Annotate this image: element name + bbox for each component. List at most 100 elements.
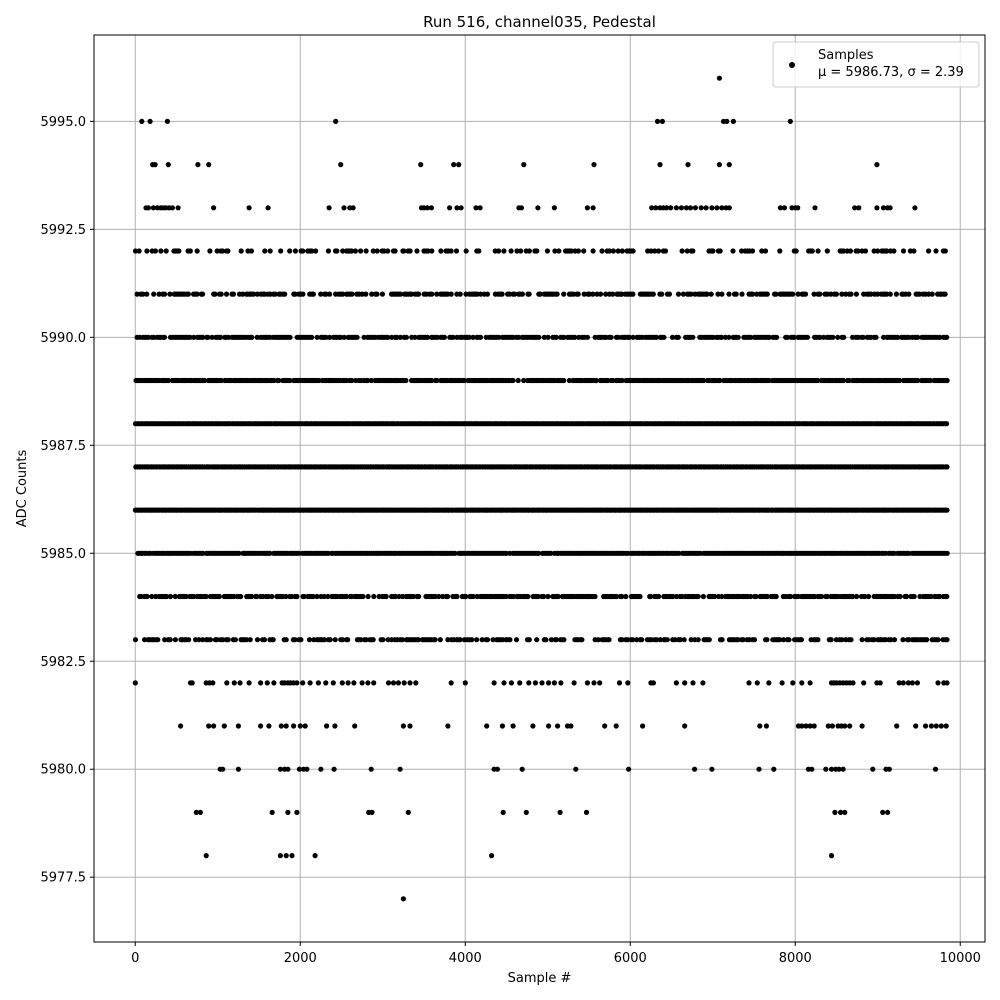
data-point	[870, 766, 876, 772]
data-point	[606, 248, 613, 254]
data-point	[709, 766, 715, 772]
data-point	[341, 334, 347, 340]
data-point	[401, 680, 407, 686]
data-point	[379, 291, 385, 297]
data-point	[579, 637, 585, 643]
data-point	[249, 593, 255, 600]
data-point	[545, 593, 551, 600]
data-point	[200, 550, 206, 556]
data-point	[352, 723, 358, 729]
data-point	[415, 637, 421, 643]
data-point	[428, 377, 435, 384]
data-point	[463, 248, 469, 254]
data-point	[777, 637, 783, 643]
data-point	[272, 291, 278, 297]
data-point	[351, 680, 357, 686]
data-point	[383, 593, 389, 600]
data-point	[779, 680, 785, 686]
data-point	[599, 248, 605, 254]
data-point	[703, 205, 709, 211]
data-point	[688, 291, 694, 297]
data-point	[774, 334, 780, 340]
data-point	[847, 248, 854, 254]
data-point	[220, 766, 226, 772]
data-point	[788, 593, 794, 600]
data-point	[912, 205, 918, 211]
data-point	[238, 248, 244, 254]
data-point	[839, 637, 845, 643]
data-point	[791, 334, 797, 340]
data-point	[454, 205, 460, 211]
data-point	[499, 723, 505, 729]
data-point	[454, 593, 460, 600]
data-point	[463, 593, 469, 600]
plot-frame	[93, 34, 986, 943]
x-tick-label: 6000	[614, 951, 647, 966]
data-point	[477, 334, 484, 340]
data-point	[735, 637, 741, 643]
data-point	[848, 291, 854, 297]
data-point	[300, 680, 306, 686]
data-point	[619, 291, 625, 297]
data-point	[708, 291, 714, 297]
data-point	[748, 593, 754, 600]
data-point	[206, 723, 212, 729]
data-point	[432, 637, 438, 643]
data-point	[817, 334, 823, 340]
data-point	[230, 291, 237, 297]
data-point	[368, 766, 374, 772]
data-point	[773, 291, 779, 297]
data-point	[875, 248, 881, 254]
data-point	[571, 680, 577, 686]
data-point	[710, 248, 716, 254]
data-point	[365, 680, 371, 686]
data-point	[473, 205, 479, 211]
data-point	[407, 680, 413, 686]
data-point	[205, 334, 211, 340]
data-point	[461, 377, 467, 384]
data-point	[451, 162, 457, 168]
data-point	[219, 248, 226, 254]
data-point	[561, 377, 567, 384]
data-point	[829, 723, 836, 729]
data-point	[399, 637, 405, 643]
data-point	[535, 550, 542, 556]
data-point	[368, 377, 374, 384]
data-point	[877, 680, 883, 686]
data-point	[648, 593, 654, 600]
data-point	[630, 248, 636, 254]
data-point	[164, 118, 170, 124]
data-point	[653, 334, 660, 340]
data-point	[350, 205, 356, 211]
data-point	[584, 205, 591, 211]
data-point	[314, 593, 320, 600]
data-point	[330, 680, 336, 686]
data-point	[196, 637, 202, 643]
data-point	[670, 593, 676, 600]
data-point	[476, 248, 482, 254]
data-point	[861, 680, 867, 686]
data-point	[294, 809, 300, 816]
data-point	[162, 637, 168, 643]
data-point	[359, 680, 365, 686]
data-point	[287, 377, 293, 384]
data-point	[195, 162, 201, 168]
data-point	[712, 593, 718, 600]
data-point	[354, 334, 360, 340]
data-point	[714, 205, 720, 211]
data-point	[927, 377, 934, 384]
data-point	[321, 593, 327, 600]
data-point	[145, 205, 151, 211]
data-point	[799, 723, 805, 729]
data-point	[428, 205, 434, 211]
data-point	[717, 248, 723, 254]
data-point	[365, 377, 371, 384]
data-point	[139, 118, 145, 124]
data-point	[935, 680, 941, 686]
data-point	[690, 680, 696, 686]
data-point	[187, 334, 193, 340]
data-point	[888, 637, 894, 643]
data-point	[437, 637, 443, 643]
data-point	[824, 248, 830, 254]
data-point	[655, 248, 662, 254]
